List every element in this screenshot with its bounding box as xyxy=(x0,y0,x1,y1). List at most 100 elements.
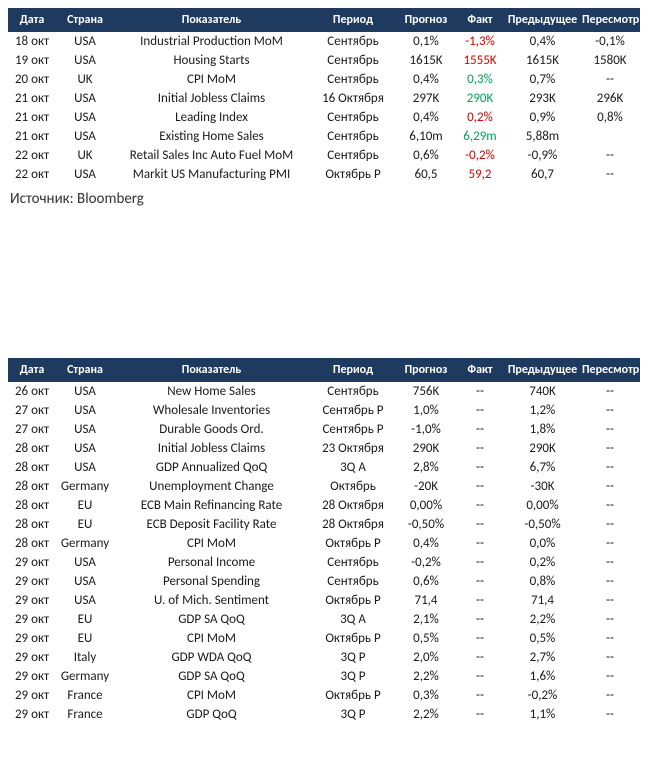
cell-date: 27 окт xyxy=(8,420,56,439)
cell-revision: -- xyxy=(580,70,640,89)
cell-country: Germany xyxy=(56,534,114,553)
cell-revision: -- xyxy=(580,477,640,496)
table-row: 18 октUSAIndustrial Production MoMСентяб… xyxy=(8,32,640,51)
cell-indicator: Existing Home Sales xyxy=(114,127,309,146)
cell-previous: 1,8% xyxy=(505,420,580,439)
cell-country: Germany xyxy=(56,667,114,686)
cell-date: 28 окт xyxy=(8,477,56,496)
cell-revision: -- xyxy=(580,401,640,420)
cell-previous: 0,00% xyxy=(505,496,580,515)
cell-country: EU xyxy=(56,515,114,534)
cell-previous: 0,5% xyxy=(505,629,580,648)
cell-country: USA xyxy=(56,127,114,146)
cell-period: Сентябрь xyxy=(309,146,397,165)
table-row: 19 октUSAHousing StartsСентябрь1615K1555… xyxy=(8,51,640,70)
cell-previous: -0,9% xyxy=(505,146,580,165)
cell-date: 19 окт xyxy=(8,51,56,70)
cell-date: 29 окт xyxy=(8,705,56,724)
table-body-1: 18 октUSAIndustrial Production MoMСентяб… xyxy=(8,32,640,184)
cell-previous: 1,6% xyxy=(505,667,580,686)
table-row: 28 октGermanyUnemployment ChangeОктябрь-… xyxy=(8,477,640,496)
cell-forecast: 0,6% xyxy=(397,572,455,591)
cell-country: EU xyxy=(56,496,114,515)
cell-forecast: 1,0% xyxy=(397,401,455,420)
cell-country: USA xyxy=(56,401,114,420)
cell-actual: -- xyxy=(455,667,505,686)
cell-previous: 5,88m xyxy=(505,127,580,146)
cell-revision: -- xyxy=(580,553,640,572)
table-row: 28 октGermanyCPI MoMОктябрь P0,4%--0,0%-… xyxy=(8,534,640,553)
cell-indicator: Wholesale Inventories xyxy=(114,401,309,420)
table-row: 28 октEUECB Deposit Facility Rate28 Октя… xyxy=(8,515,640,534)
table-row: 21 октUSAInitial Jobless Claims16 Октябр… xyxy=(8,89,640,108)
cell-revision: -- xyxy=(580,686,640,705)
cell-revision: -- xyxy=(580,420,640,439)
cell-date: 29 окт xyxy=(8,553,56,572)
cell-date: 28 окт xyxy=(8,439,56,458)
cell-revision xyxy=(580,127,640,146)
cell-date: 29 окт xyxy=(8,667,56,686)
table-row: 29 октFranceCPI MoMОктябрь P0,3%---0,2%-… xyxy=(8,686,640,705)
cell-date: 21 окт xyxy=(8,89,56,108)
cell-forecast: 0,4% xyxy=(397,108,455,127)
cell-date: 21 окт xyxy=(8,108,56,127)
cell-previous: 2,7% xyxy=(505,648,580,667)
cell-country: USA xyxy=(56,420,114,439)
cell-actual: 59,2 xyxy=(455,165,505,184)
table-row: 20 октUKCPI MoMСентябрь0,4%0,3%0,7%-- xyxy=(8,70,640,89)
table-row: 22 октUKRetail Sales Inc Auto Fuel MoMСе… xyxy=(8,146,640,165)
cell-indicator: Durable Goods Ord. xyxy=(114,420,309,439)
table-row: 29 октUSAPersonal SpendingСентябрь0,6%--… xyxy=(8,572,640,591)
col-period: Период xyxy=(309,8,397,32)
cell-date: 26 окт xyxy=(8,382,56,401)
cell-actual: -- xyxy=(455,382,505,401)
cell-period: 23 Октября xyxy=(309,439,397,458)
cell-period: Сентябрь xyxy=(309,572,397,591)
cell-previous: 740K xyxy=(505,382,580,401)
cell-period: Октябрь P xyxy=(309,591,397,610)
cell-previous: 60,7 xyxy=(505,165,580,184)
cell-forecast: 2,1% xyxy=(397,610,455,629)
cell-forecast: 290K xyxy=(397,439,455,458)
cell-actual: -- xyxy=(455,458,505,477)
table-row: 27 октUSADurable Goods Ord.Сентябрь P-1,… xyxy=(8,420,640,439)
cell-indicator: Markit US Manufacturing PMI xyxy=(114,165,309,184)
cell-revision: -- xyxy=(580,515,640,534)
cell-forecast: 0,6% xyxy=(397,146,455,165)
cell-actual: 1555K xyxy=(455,51,505,70)
cell-country: UK xyxy=(56,70,114,89)
cell-country: Italy xyxy=(56,648,114,667)
cell-forecast: -1,0% xyxy=(397,420,455,439)
cell-country: EU xyxy=(56,629,114,648)
cell-country: USA xyxy=(56,553,114,572)
cell-indicator: GDP WDA QoQ xyxy=(114,648,309,667)
cell-actual: -- xyxy=(455,591,505,610)
table-row: 28 октEUECB Main Refinancing Rate28 Октя… xyxy=(8,496,640,515)
cell-date: 29 окт xyxy=(8,686,56,705)
cell-forecast: 6,10m xyxy=(397,127,455,146)
table-row: 28 октUSAInitial Jobless Claims23 Октябр… xyxy=(8,439,640,458)
col-country: Страна xyxy=(56,8,114,32)
cell-previous: 6,7% xyxy=(505,458,580,477)
cell-previous: 71,4 xyxy=(505,591,580,610)
cell-previous: 0,4% xyxy=(505,32,580,51)
cell-previous: 1,2% xyxy=(505,401,580,420)
cell-period: 28 Октября xyxy=(309,515,397,534)
cell-forecast: 0,4% xyxy=(397,70,455,89)
cell-previous: -30K xyxy=(505,477,580,496)
table-row: 26 октUSANew Home SalesСентябрь756K--740… xyxy=(8,382,640,401)
cell-date: 28 окт xyxy=(8,515,56,534)
cell-indicator: GDP SA QoQ xyxy=(114,667,309,686)
cell-country: USA xyxy=(56,32,114,51)
cell-country: USA xyxy=(56,165,114,184)
cell-indicator: GDP SA QoQ xyxy=(114,610,309,629)
cell-forecast: 2,2% xyxy=(397,667,455,686)
table-row: 28 октUSAGDP Annualized QoQ3Q A2,8%--6,7… xyxy=(8,458,640,477)
col-actual: Факт xyxy=(455,358,505,382)
cell-previous: 290K xyxy=(505,439,580,458)
cell-forecast: 2,8% xyxy=(397,458,455,477)
cell-previous: 0,9% xyxy=(505,108,580,127)
cell-revision: -- xyxy=(580,629,640,648)
cell-revision: -- xyxy=(580,382,640,401)
cell-revision: -- xyxy=(580,534,640,553)
